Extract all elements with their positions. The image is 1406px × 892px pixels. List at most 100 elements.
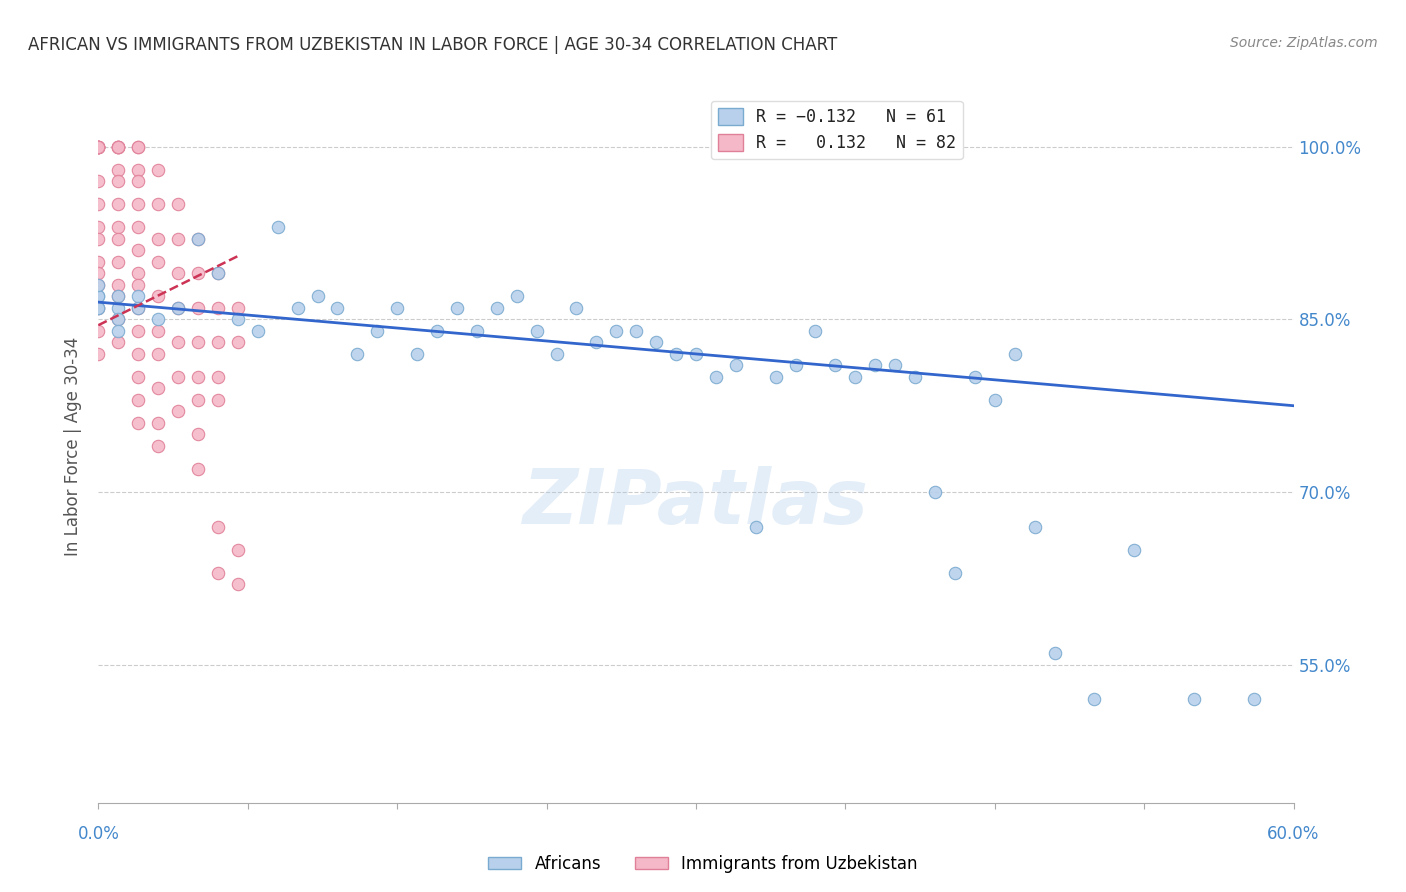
Point <box>127 244 149 258</box>
Point <box>127 197 149 211</box>
Point <box>107 301 129 315</box>
Point <box>107 312 129 326</box>
Point <box>167 266 190 280</box>
Point <box>187 232 209 246</box>
Point <box>148 289 170 303</box>
Point <box>863 359 887 373</box>
Point <box>148 312 170 326</box>
Point <box>565 301 588 315</box>
Point <box>127 301 149 315</box>
Point <box>107 140 129 154</box>
Point <box>924 485 946 500</box>
Point <box>127 324 149 338</box>
Point <box>87 220 110 235</box>
Point <box>87 140 110 154</box>
Point <box>87 289 110 303</box>
Point <box>107 255 129 269</box>
Point <box>148 416 170 430</box>
Point <box>724 359 747 373</box>
Point <box>187 370 209 384</box>
Point <box>287 301 309 315</box>
Point <box>1123 542 1146 557</box>
Point <box>187 335 209 350</box>
Point <box>107 289 129 303</box>
Point <box>127 370 149 384</box>
Point <box>107 324 129 338</box>
Point <box>824 359 846 373</box>
Point <box>346 347 368 361</box>
Point <box>226 312 249 326</box>
Point <box>87 255 110 269</box>
Point <box>148 439 170 453</box>
Point <box>446 301 468 315</box>
Point <box>87 174 110 188</box>
Point <box>148 381 170 395</box>
Point <box>127 277 149 292</box>
Text: AFRICAN VS IMMIGRANTS FROM UZBEKISTAN IN LABOR FORCE | AGE 30-34 CORRELATION CHA: AFRICAN VS IMMIGRANTS FROM UZBEKISTAN IN… <box>28 36 838 54</box>
Point <box>167 301 190 315</box>
Point <box>87 140 110 154</box>
Point <box>107 220 129 235</box>
Point <box>167 301 190 315</box>
Point <box>546 347 568 361</box>
Point <box>87 140 110 154</box>
Point <box>167 370 190 384</box>
Point <box>366 324 388 338</box>
Point <box>645 335 668 350</box>
Text: Source: ZipAtlas.com: Source: ZipAtlas.com <box>1230 36 1378 50</box>
Point <box>107 289 129 303</box>
Point <box>167 404 190 418</box>
Point <box>207 266 229 280</box>
Point <box>1043 646 1066 660</box>
Legend: Africans, Immigrants from Uzbekistan: Africans, Immigrants from Uzbekistan <box>481 848 925 880</box>
Point <box>127 220 149 235</box>
Point <box>87 324 110 338</box>
Point <box>207 566 229 580</box>
Point <box>148 324 170 338</box>
Text: 60.0%: 60.0% <box>1267 825 1320 843</box>
Point <box>226 577 249 591</box>
Point <box>207 301 229 315</box>
Y-axis label: In Labor Force | Age 30-34: In Labor Force | Age 30-34 <box>65 336 83 556</box>
Point <box>107 140 129 154</box>
Point <box>127 347 149 361</box>
Point <box>148 232 170 246</box>
Point <box>426 324 449 338</box>
Point <box>107 140 129 154</box>
Point <box>148 197 170 211</box>
Point <box>127 289 149 303</box>
Point <box>506 289 529 303</box>
Text: ZIPatlas: ZIPatlas <box>523 467 869 540</box>
Point <box>1182 692 1205 706</box>
Point <box>148 255 170 269</box>
Point <box>167 335 190 350</box>
Point <box>326 301 349 315</box>
Point <box>1004 347 1026 361</box>
Point <box>226 542 249 557</box>
Point <box>127 392 149 407</box>
Point <box>1024 519 1046 533</box>
Point <box>87 277 110 292</box>
Point <box>904 370 927 384</box>
Point <box>127 416 149 430</box>
Point <box>844 370 866 384</box>
Point <box>187 427 209 442</box>
Point <box>127 140 149 154</box>
Point <box>207 370 229 384</box>
Point <box>526 324 548 338</box>
Point <box>127 266 149 280</box>
Point <box>107 197 129 211</box>
Point <box>87 140 110 154</box>
Point <box>127 140 149 154</box>
Point <box>187 232 209 246</box>
Point <box>984 392 1007 407</box>
Point <box>87 140 110 154</box>
Point <box>1083 692 1105 706</box>
Point <box>87 140 110 154</box>
Point <box>226 301 249 315</box>
Point <box>87 140 110 154</box>
Point <box>167 232 190 246</box>
Point <box>187 266 209 280</box>
Point <box>226 335 249 350</box>
Point <box>406 347 429 361</box>
